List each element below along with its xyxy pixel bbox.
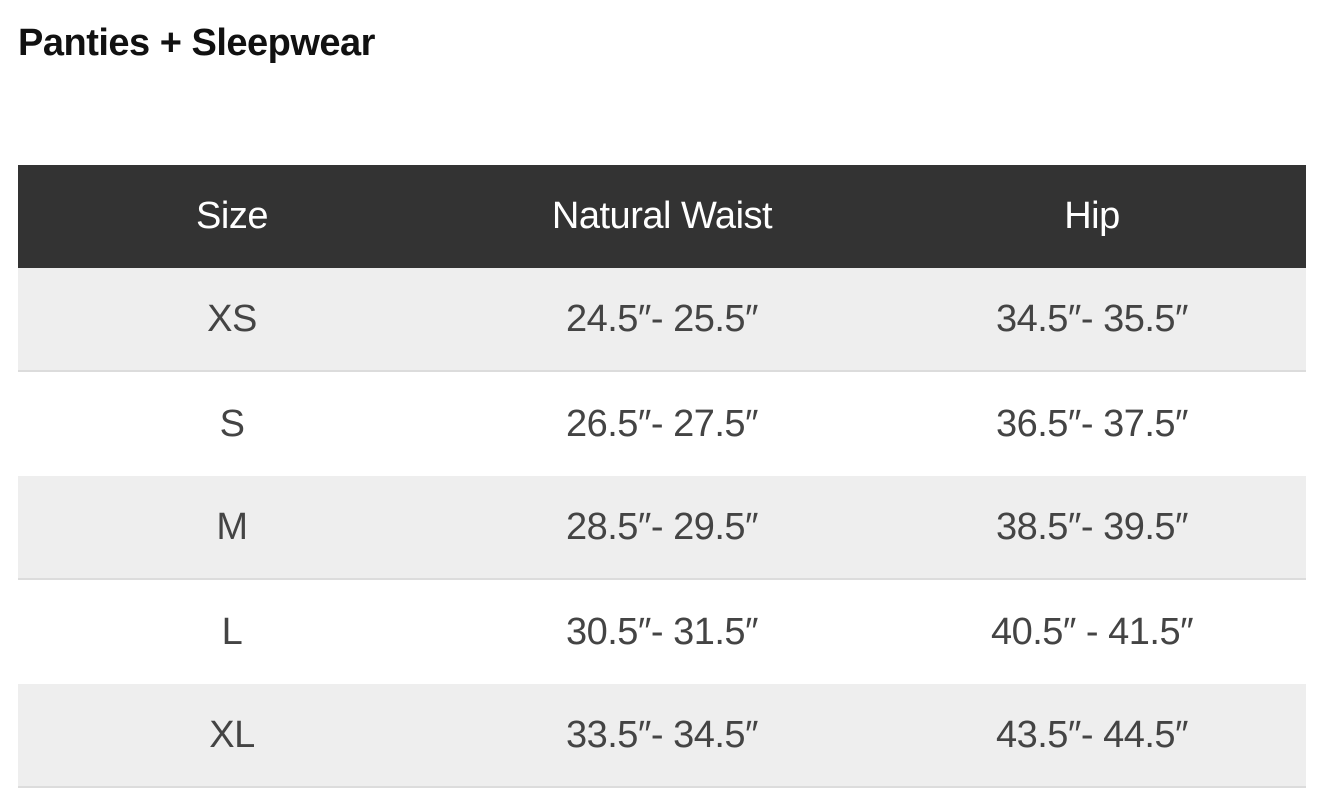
waist-cell: 24.5″- 25.5″	[565, 297, 759, 340]
waist-cell: 30.5″- 31.5″	[565, 610, 759, 653]
header-size: Size	[196, 195, 268, 237]
size-cell: XS	[207, 297, 257, 340]
header-hip: Hip	[1064, 195, 1120, 237]
waist-cell: 33.5″- 34.5″	[565, 713, 759, 756]
waist-cell: 26.5″- 27.5″	[565, 402, 759, 445]
table-row: M 28.5″- 29.5″ 38.5″- 39.5″	[18, 476, 1306, 580]
table-row: XS 24.5″- 25.5″ 34.5″- 35.5″	[18, 268, 1306, 372]
table-header: Size Natural Waist Hip	[18, 165, 1306, 268]
size-chart-table: Size Natural Waist Hip XS 24.5″- 25.5″ 34.…	[18, 165, 1306, 788]
size-cell: XL	[209, 713, 255, 756]
hip-cell: 34.5″- 35.5″	[995, 297, 1189, 340]
table-row: L 30.5″- 31.5″ 40.5″ - 41.5″	[18, 580, 1306, 684]
size-cell: L	[221, 610, 243, 653]
hip-cell: 38.5″- 39.5″	[995, 505, 1189, 548]
hip-cell: 40.5″ - 41.5″	[990, 610, 1194, 653]
hip-cell: 43.5″- 44.5″	[995, 713, 1189, 756]
table-row: XL 33.5″- 34.5″ 43.5″- 44.5″	[18, 684, 1306, 788]
table-row: S 26.5″- 27.5″ 36.5″- 37.5″	[18, 372, 1306, 476]
hip-cell: 36.5″- 37.5″	[995, 402, 1189, 445]
size-cell: M	[216, 505, 248, 548]
header-natural-waist: Natural Waist	[551, 195, 773, 237]
waist-cell: 28.5″- 29.5″	[565, 505, 759, 548]
size-cell: S	[219, 402, 245, 445]
page-title: Panties + Sleepwear	[18, 22, 375, 64]
